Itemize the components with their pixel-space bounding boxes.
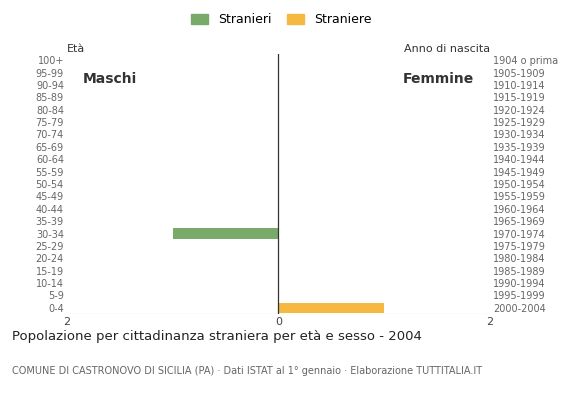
Text: Maschi: Maschi	[82, 72, 137, 86]
Text: Anno di nascita: Anno di nascita	[404, 44, 490, 54]
Bar	[173, 228, 278, 239]
Text: Popolazione per cittadinanza straniera per età e sesso - 2004: Popolazione per cittadinanza straniera p…	[12, 330, 422, 343]
Text: Femmine: Femmine	[403, 72, 474, 86]
Bar	[278, 302, 384, 313]
Legend: Stranieri, Straniere: Stranieri, Straniere	[186, 8, 377, 31]
Text: Età: Età	[67, 44, 85, 54]
Text: COMUNE DI CASTRONOVO DI SICILIA (PA) · Dati ISTAT al 1° gennaio · Elaborazione T: COMUNE DI CASTRONOVO DI SICILIA (PA) · D…	[12, 366, 482, 376]
